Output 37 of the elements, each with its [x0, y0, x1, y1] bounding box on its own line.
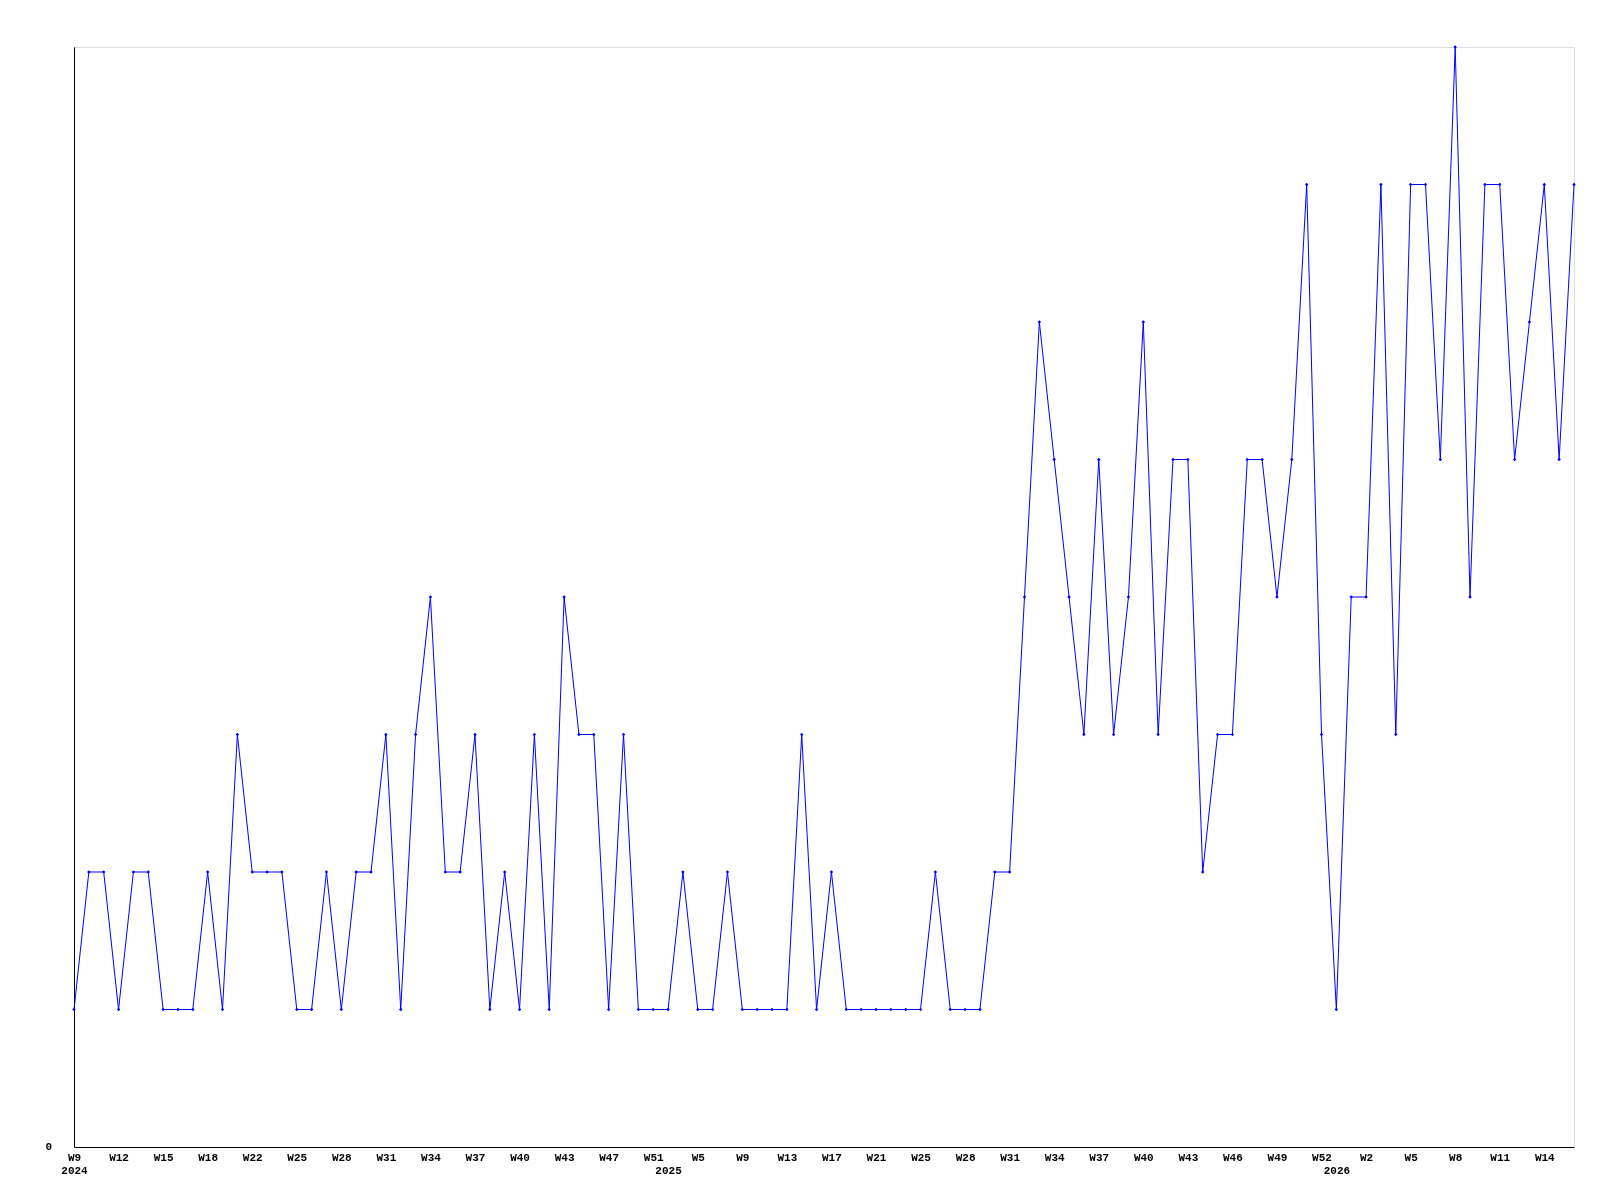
x-tick-label: W46 — [1223, 1151, 1243, 1164]
x-tick-label: 2025 — [655, 1164, 683, 1177]
x-tick-label: W5 — [1404, 1151, 1419, 1164]
x-tick-label: W25 — [287, 1151, 308, 1164]
x-tick-label: W37 — [465, 1151, 486, 1164]
x-tick-label: W22 — [242, 1151, 263, 1164]
text: 0 — [45, 1141, 52, 1153]
x-tick-label: W11 — [1490, 1151, 1511, 1164]
x-tick-label: W40 — [510, 1151, 530, 1164]
x-tick-label: W2 — [1359, 1151, 1374, 1164]
x-tick-label: W15 — [153, 1151, 174, 1164]
x-tick-label: W37 — [1089, 1151, 1110, 1164]
x-tick-label: W43 — [1178, 1151, 1199, 1164]
x-tick-label: W43 — [554, 1151, 575, 1164]
x-tick-label: W49 — [1267, 1151, 1288, 1164]
x-tick-label: W25 — [911, 1151, 932, 1164]
x-tick-label: W21 — [866, 1151, 887, 1164]
x-tick-label: W13 — [777, 1151, 798, 1164]
x-tick-label: W18 — [198, 1151, 219, 1164]
x-tick-label: W14 — [1534, 1151, 1556, 1164]
x-tick-label: W8 — [1449, 1151, 1463, 1164]
x-tick-label: W34 — [421, 1151, 442, 1164]
x-tick-label: 2026 — [1323, 1164, 1351, 1177]
x-tick-label: W51 — [643, 1151, 664, 1164]
x-tick-label: W17 — [822, 1151, 842, 1164]
x-tick-label: W28 — [955, 1151, 976, 1164]
x-tick-label: W31 — [376, 1151, 397, 1164]
x-tick-label: W40 — [1133, 1151, 1154, 1164]
x-tick-label: W5 — [691, 1151, 706, 1164]
x-tick-label: W52 — [1312, 1151, 1332, 1164]
x-tick-label: W31 — [1000, 1151, 1021, 1164]
x-tick-label: W28 — [331, 1151, 353, 1164]
x-tick-label: W34 — [1044, 1151, 1065, 1164]
x-tick-label: W9 — [736, 1151, 750, 1164]
x-tick-label: W47 — [599, 1151, 620, 1164]
x-tick-label: W12 — [109, 1151, 129, 1164]
x-tick-label: W9 2024 — [61, 1151, 89, 1177]
